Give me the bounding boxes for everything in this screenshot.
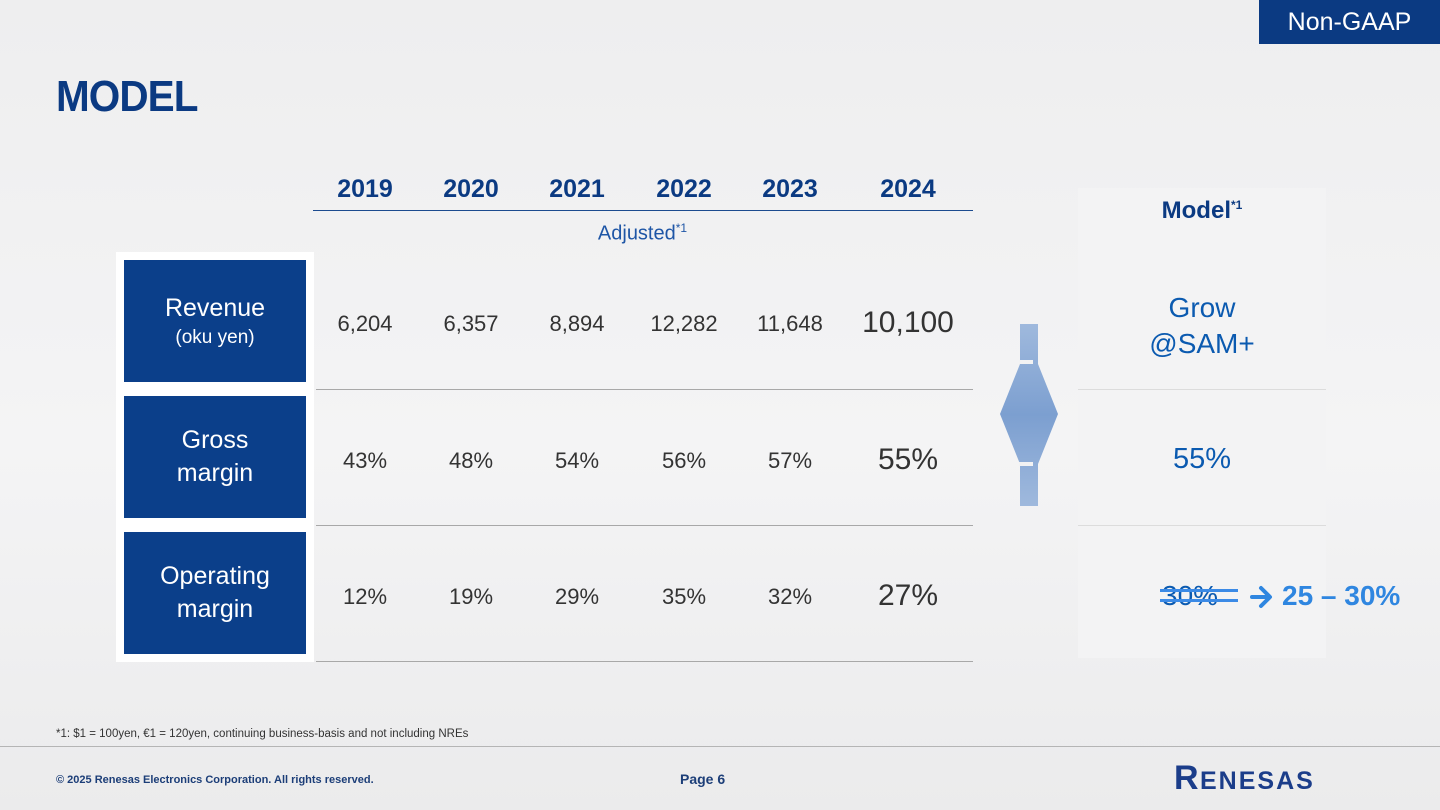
row-label-text: margin — [176, 459, 254, 487]
row-divider — [316, 525, 973, 526]
year-2021: 2021 — [549, 175, 605, 203]
strikethrough-line — [1160, 599, 1238, 602]
model-revenue-line: Grow — [1168, 292, 1236, 323]
model-revenue-line: @SAM+ — [1149, 328, 1255, 359]
table-cell: 54% — [554, 448, 600, 473]
year-2020: 2020 — [443, 175, 499, 203]
table-cell: 57% — [767, 448, 813, 473]
year-2019: 2019 — [337, 175, 393, 203]
non-gaap-badge: Non-GAAP — [1259, 0, 1440, 44]
adjusted-label: Adjusted*1 — [597, 221, 688, 245]
table-cell: 6,357 — [443, 311, 499, 336]
table-cell: 12% — [342, 584, 388, 609]
page-number: Page 6 — [680, 771, 726, 787]
row-label-text: margin — [176, 595, 254, 623]
model-header: Model*1 — [1161, 197, 1243, 224]
table-cell: 43% — [342, 448, 388, 473]
row-label-text: Operating — [160, 562, 270, 590]
row-divider — [316, 661, 973, 662]
copyright: © 2025 Renesas Electronics Corporation. … — [56, 774, 374, 786]
page-title: MODEL — [56, 72, 198, 121]
year-2024: 2024 — [880, 175, 936, 203]
model-operating-new: 25 – 30% — [1282, 580, 1401, 611]
model-panel — [1078, 188, 1326, 658]
table-cell: 35% — [661, 584, 707, 609]
table-cell: 19% — [448, 584, 494, 609]
header-divider — [313, 210, 973, 211]
strikethrough-line — [1160, 589, 1238, 592]
row-label-revenue: Revenue (oku yen) — [120, 256, 310, 386]
row-label-text: Gross — [181, 426, 249, 454]
row-label-operating-margin: Operating margin — [120, 528, 310, 658]
row-label-unit: (oku yen) — [175, 326, 255, 348]
model-gross-margin: 55% — [1172, 443, 1232, 475]
svg-text:R: R — [1174, 759, 1200, 797]
model-operating-old: 30% — [1162, 580, 1219, 611]
table-cell: 56% — [661, 448, 707, 473]
renesas-logo: R ENESAS — [1174, 759, 1315, 797]
svg-text:ENESAS: ENESAS — [1200, 767, 1315, 795]
row-divider — [316, 389, 973, 390]
table-cell: 29% — [554, 584, 600, 609]
table-cell: 32% — [767, 584, 813, 609]
footnote: *1: $1 = 100yen, €1 = 120yen, continuing… — [56, 728, 469, 740]
model-divider — [1078, 525, 1326, 526]
row-label-gross-margin: Gross margin — [120, 392, 310, 522]
table-cell: 11,648 — [757, 311, 823, 336]
model-divider — [1078, 389, 1326, 390]
year-2023: 2023 — [762, 175, 818, 203]
double-arrow-icon — [1000, 324, 1058, 506]
right-arrow-icon — [1250, 586, 1272, 608]
row-label-text: Revenue — [164, 293, 266, 322]
table-cell: 12,282 — [650, 311, 718, 336]
table-cell: 48% — [448, 448, 494, 473]
table-cell: 8,894 — [549, 311, 605, 336]
table-cell-highlight: 10,100 — [862, 306, 954, 339]
table-cell-highlight: 27% — [877, 579, 939, 612]
footer-divider — [0, 746, 1440, 747]
table-cell-highlight: 55% — [877, 443, 939, 476]
table-cell: 6,204 — [337, 311, 393, 336]
year-2022: 2022 — [656, 175, 712, 203]
model-revenue: Grow @SAM+ — [1078, 290, 1326, 362]
